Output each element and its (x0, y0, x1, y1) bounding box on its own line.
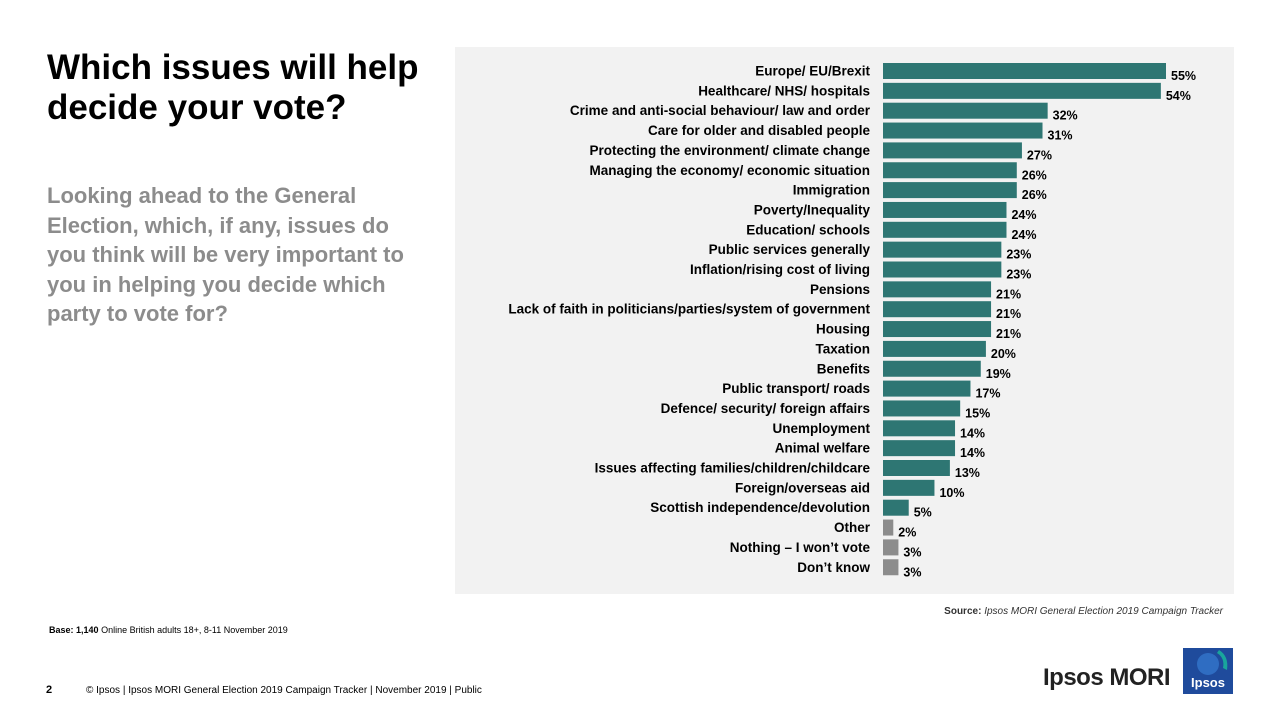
data-label: 10% (939, 486, 964, 500)
logo-text: Ipsos (1191, 675, 1225, 690)
ipsos-logo-icon: Ipsos (1183, 648, 1233, 694)
bar (883, 241, 1002, 258)
bar (883, 360, 981, 377)
bar (883, 479, 935, 496)
category-label: Scottish independence/devolution (650, 500, 870, 515)
bar (883, 440, 956, 457)
category-label: Poverty/Inequality (754, 202, 871, 217)
category-label: Public services generally (709, 242, 871, 257)
category-label: Crime and anti-social behaviour/ law and… (570, 103, 871, 118)
data-label: 27% (1027, 148, 1052, 162)
category-label: Care for older and disabled people (648, 123, 871, 138)
category-label: Healthcare/ NHS/ hospitals (698, 83, 870, 98)
data-label: 55% (1171, 69, 1196, 83)
bar (883, 400, 961, 417)
chart-panel: Europe/ EU/Brexit 55% Healthcare/ NHS/ hos… (455, 47, 1234, 594)
bar (883, 122, 1043, 139)
bar (883, 301, 992, 318)
category-label: Immigration (793, 183, 870, 198)
data-label: 5% (914, 506, 932, 520)
data-label: 21% (996, 307, 1021, 321)
data-label: 14% (960, 446, 985, 460)
source-label: Source: (944, 606, 982, 617)
bar (883, 221, 1007, 238)
source-text: Ipsos MORI General Election 2019 Campaig… (984, 606, 1223, 617)
brand-name: Ipsos MORI (1043, 664, 1171, 691)
bar (883, 321, 992, 338)
data-label: 20% (991, 347, 1016, 361)
data-label: 31% (1048, 129, 1073, 143)
bar (883, 182, 1017, 199)
question-text: Looking ahead to the General Election, w… (47, 183, 404, 326)
category-label: Europe/ EU/Brexit (755, 64, 870, 79)
category-label: Taxation (815, 341, 870, 356)
category-label: Public transport/ roads (722, 381, 870, 396)
bar (883, 499, 909, 516)
bar (883, 261, 1002, 278)
category-label: Don’t know (797, 560, 870, 575)
data-label: 23% (1006, 268, 1031, 282)
data-label: 14% (960, 426, 985, 440)
data-label: 3% (903, 565, 921, 579)
bar (883, 460, 950, 476)
category-label: Lack of faith in politicians/parties/sys… (508, 302, 870, 317)
category-label: Benefits (817, 361, 870, 376)
category-label: Issues affecting families/children/child… (595, 461, 871, 476)
page-number: 2 (46, 684, 53, 696)
category-label: Foreign/overseas aid (735, 480, 870, 495)
category-label: Other (834, 520, 871, 535)
bar (883, 102, 1048, 119)
data-label: 24% (1011, 208, 1036, 222)
base-text: Online British adults 18+, 8-11 November… (101, 625, 288, 635)
bar (883, 519, 894, 536)
data-label: 2% (898, 526, 916, 540)
category-label: Housing (816, 322, 870, 337)
bar (883, 281, 992, 298)
category-label: Education/ schools (746, 222, 870, 237)
source-note: Source: Ipsos MORI General Election 2019… (944, 606, 1223, 617)
footer-text: © Ipsos | Ipsos MORI General Election 20… (86, 685, 482, 696)
bar (883, 380, 971, 397)
data-label: 3% (903, 545, 921, 559)
data-label: 15% (965, 406, 990, 420)
data-label: 32% (1053, 109, 1078, 123)
bar (883, 340, 986, 357)
base-note: Base: 1,140 Online British adults 18+, 8… (49, 625, 288, 635)
category-label: Defence/ security/ foreign affairs (661, 401, 870, 416)
data-label: 21% (996, 327, 1021, 341)
data-label: 17% (975, 387, 1000, 401)
category-label: Inflation/rising cost of living (690, 262, 870, 277)
bar (883, 559, 899, 576)
category-label: Managing the economy/ economic situation (589, 163, 870, 178)
bar (883, 162, 1017, 179)
bar (883, 539, 899, 556)
bar (883, 82, 1161, 99)
category-label: Protecting the environment/ climate chan… (589, 143, 870, 158)
data-label: 21% (996, 287, 1021, 301)
data-label: 23% (1006, 248, 1031, 262)
category-label: Animal welfare (775, 441, 871, 456)
bar (883, 142, 1022, 159)
bar (883, 63, 1166, 79)
bar (883, 420, 956, 437)
data-label: 54% (1166, 89, 1191, 103)
page-title: Which issues will help decide your vote? (47, 48, 419, 127)
bar-chart: Europe/ EU/Brexit 55% Healthcare/ NHS/ hos… (508, 63, 1196, 579)
data-label: 19% (986, 367, 1011, 381)
data-label: 24% (1011, 228, 1036, 242)
data-label: 26% (1022, 188, 1047, 202)
data-label: 26% (1022, 168, 1047, 182)
bar (883, 201, 1007, 218)
category-label: Nothing – I won’t vote (730, 540, 871, 555)
category-label: Pensions (810, 282, 870, 297)
category-label: Unemployment (772, 421, 870, 436)
base-label: Base: 1,140 (49, 625, 99, 635)
data-label: 13% (955, 466, 980, 480)
